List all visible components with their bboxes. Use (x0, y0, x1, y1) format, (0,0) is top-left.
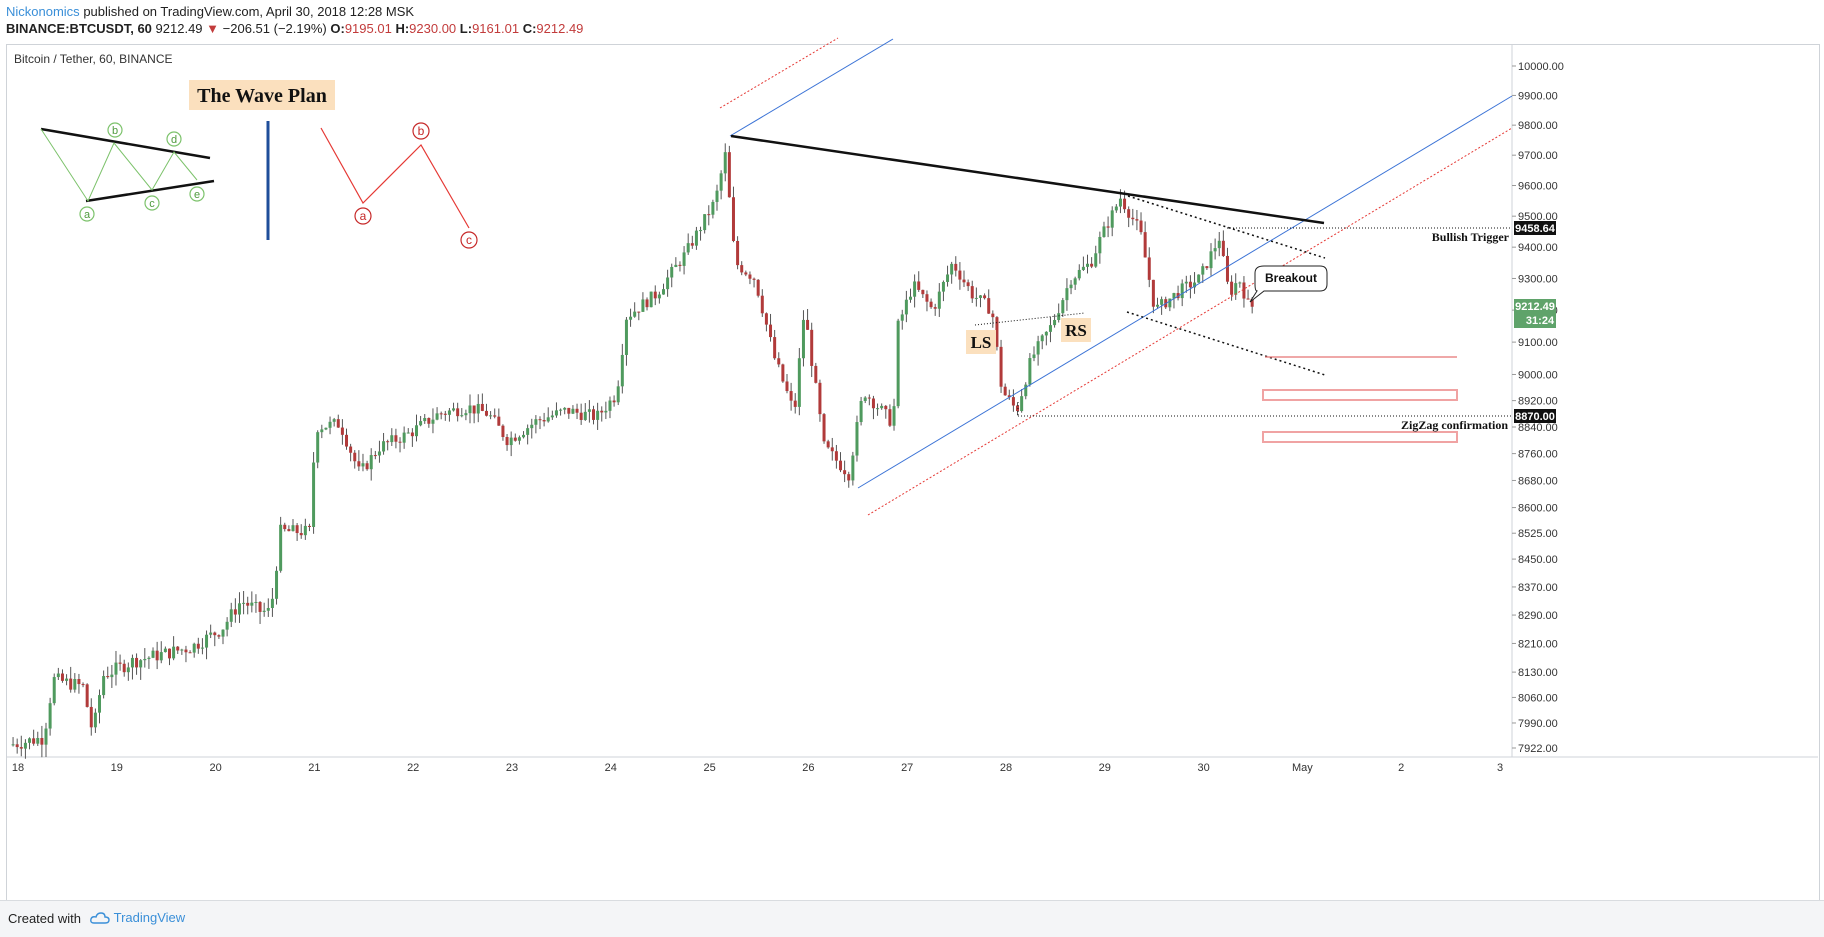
last-price-text: 9212.49 (155, 21, 203, 36)
open-label: O: (330, 21, 345, 36)
ohlc-line: BINANCE:BTCUSDT, 60 9212.49 ▼ −206.51 (−… (6, 21, 583, 36)
chart-title: Bitcoin / Tether, 60, BINANCE (14, 52, 173, 66)
author-link[interactable]: Nickonomics (6, 4, 80, 19)
tradingview-brand: TradingView (113, 910, 186, 926)
down-arrow-icon: ▼ (206, 21, 220, 36)
publication-line: Nickonomics published on TradingView.com… (6, 4, 414, 19)
tradingview-link[interactable]: TradingView (90, 909, 185, 925)
footer-bar: Created with TradingView (0, 900, 1824, 937)
published-text: published on TradingView.com, April 30, … (83, 4, 415, 19)
high-label: H: (395, 21, 410, 36)
symbol-label: BINANCE:BTCUSDT, 60 (6, 21, 152, 36)
created-with-label: Created with (8, 911, 81, 926)
publication-header: Nickonomics published on TradingView.com… (0, 0, 1824, 44)
chart-frame[interactable] (6, 44, 1820, 901)
change-text: −206.51 (−2.19%) (222, 21, 327, 36)
low-label: L: (459, 21, 473, 36)
low-value: 9161.01 (472, 21, 520, 36)
close-label: C: (522, 21, 537, 36)
open-value: 9195.01 (344, 21, 392, 36)
close-value: 9212.49 (536, 21, 584, 36)
high-value: 9230.00 (409, 21, 457, 36)
cloud-icon (90, 911, 110, 924)
